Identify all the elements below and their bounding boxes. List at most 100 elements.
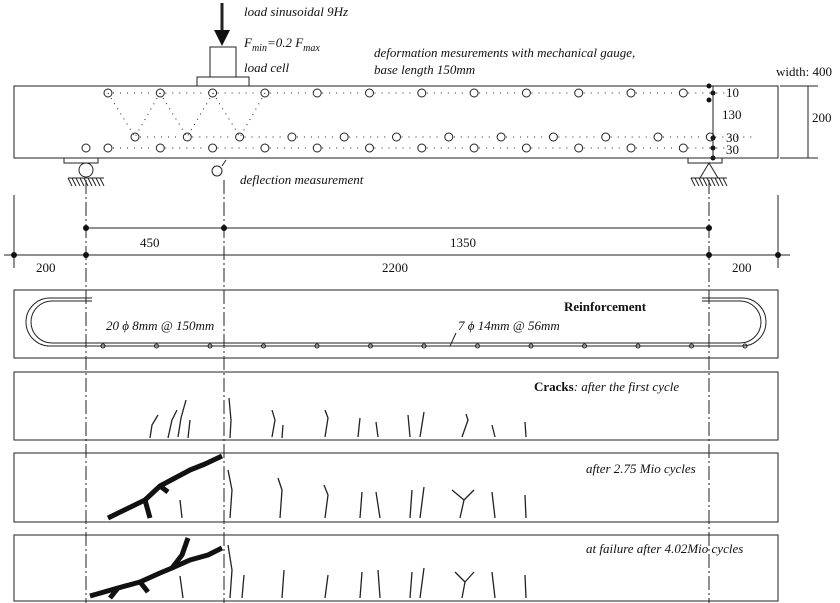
gauge <box>393 133 401 141</box>
hatch-line <box>88 178 92 186</box>
crack <box>282 570 284 598</box>
section-dim: 130 <box>722 107 742 122</box>
crack <box>420 568 424 598</box>
crack <box>325 575 328 598</box>
gauge-line <box>108 93 135 137</box>
gauge <box>549 133 557 141</box>
crack <box>452 490 464 518</box>
crack <box>360 492 362 518</box>
crack <box>324 485 328 518</box>
dot <box>221 225 227 231</box>
gauge <box>497 133 505 141</box>
crack <box>408 415 410 437</box>
gauge <box>183 133 191 141</box>
crack <box>180 500 182 518</box>
crack <box>272 410 275 437</box>
dot <box>83 225 89 231</box>
crack <box>229 398 231 438</box>
gauge <box>313 144 321 152</box>
crack <box>410 490 412 518</box>
gauge <box>627 89 635 97</box>
gauge <box>470 89 478 97</box>
crack <box>378 570 380 598</box>
load-cell <box>210 47 236 77</box>
hatch-line <box>691 178 695 186</box>
gauge <box>313 89 321 97</box>
crack <box>492 492 495 518</box>
crack <box>358 418 360 437</box>
crack <box>325 410 328 437</box>
span-label: 2200 <box>382 260 408 275</box>
hatch <box>68 178 727 186</box>
crack <box>525 422 526 437</box>
cracks-mid: after 2.75 Mio cycles <box>586 461 696 476</box>
gauge <box>104 144 112 152</box>
crack <box>420 412 424 437</box>
load-formula: Fmin=0.2 Fmax <box>243 35 320 54</box>
dot <box>707 84 712 89</box>
crack <box>168 410 177 438</box>
hatch-line <box>76 178 80 186</box>
load-cell-label: load cell <box>244 60 290 75</box>
gauge-line <box>160 93 187 137</box>
span-label: 450 <box>140 235 160 250</box>
cracks-title: Cracks: after the first cycle <box>534 379 679 394</box>
gauge <box>82 144 90 152</box>
crack <box>525 575 526 598</box>
crack <box>525 495 526 518</box>
dot <box>706 225 712 231</box>
dot <box>775 252 781 258</box>
hatch-line <box>96 178 100 186</box>
cracks <box>90 398 526 598</box>
section-dim: 30 <box>726 142 739 157</box>
deformation-note: deformation mesurements with mechanical … <box>374 45 635 60</box>
crack <box>376 422 378 437</box>
gauge <box>654 133 662 141</box>
deflection-label: deflection measurement <box>240 172 364 187</box>
stirrup-label: 20 ϕ 8mm @ 150mm <box>106 318 214 333</box>
support-plate <box>64 158 98 163</box>
crack <box>282 425 283 438</box>
cracks-first: : after the first cycle <box>574 379 680 394</box>
deformation-note: base length 150mm <box>374 62 475 77</box>
gauge <box>575 89 583 97</box>
formula-part: =0.2 F <box>267 35 304 50</box>
crack <box>376 492 380 518</box>
gauge <box>288 133 296 141</box>
crack <box>242 575 244 598</box>
reinforcement-title: Reinforcement <box>564 299 647 314</box>
dot <box>11 252 17 258</box>
gauge <box>522 144 530 152</box>
bar-label: 7 ϕ 14mm @ 56mm <box>458 318 560 333</box>
cracks-failure: at failure after 4.02Mio cycles <box>586 541 743 556</box>
crack <box>410 572 412 598</box>
crack <box>492 425 495 437</box>
height-label: 200 <box>812 110 832 125</box>
crack <box>228 470 232 518</box>
gauge-line <box>135 93 160 137</box>
pin <box>700 163 718 178</box>
formula-part: max <box>303 43 320 54</box>
hatch-line <box>715 178 719 186</box>
crack <box>360 572 362 598</box>
crack <box>492 572 495 598</box>
dot <box>707 98 712 103</box>
hatch-line <box>68 178 72 186</box>
crack <box>178 400 186 437</box>
hatch-line <box>723 178 727 186</box>
gauge-line <box>213 93 240 137</box>
dot <box>706 252 712 258</box>
gauge <box>575 144 583 152</box>
crack <box>180 576 183 598</box>
gauge <box>236 133 244 141</box>
crack <box>150 415 158 438</box>
crack <box>462 414 468 437</box>
hatch-line <box>711 178 715 186</box>
hatch-line <box>703 178 707 186</box>
crack <box>188 420 190 438</box>
gauge-line <box>240 93 265 137</box>
dim-dots <box>11 225 781 258</box>
load-plate <box>197 77 249 86</box>
deflection-gauge <box>222 160 226 166</box>
gauge <box>418 144 426 152</box>
